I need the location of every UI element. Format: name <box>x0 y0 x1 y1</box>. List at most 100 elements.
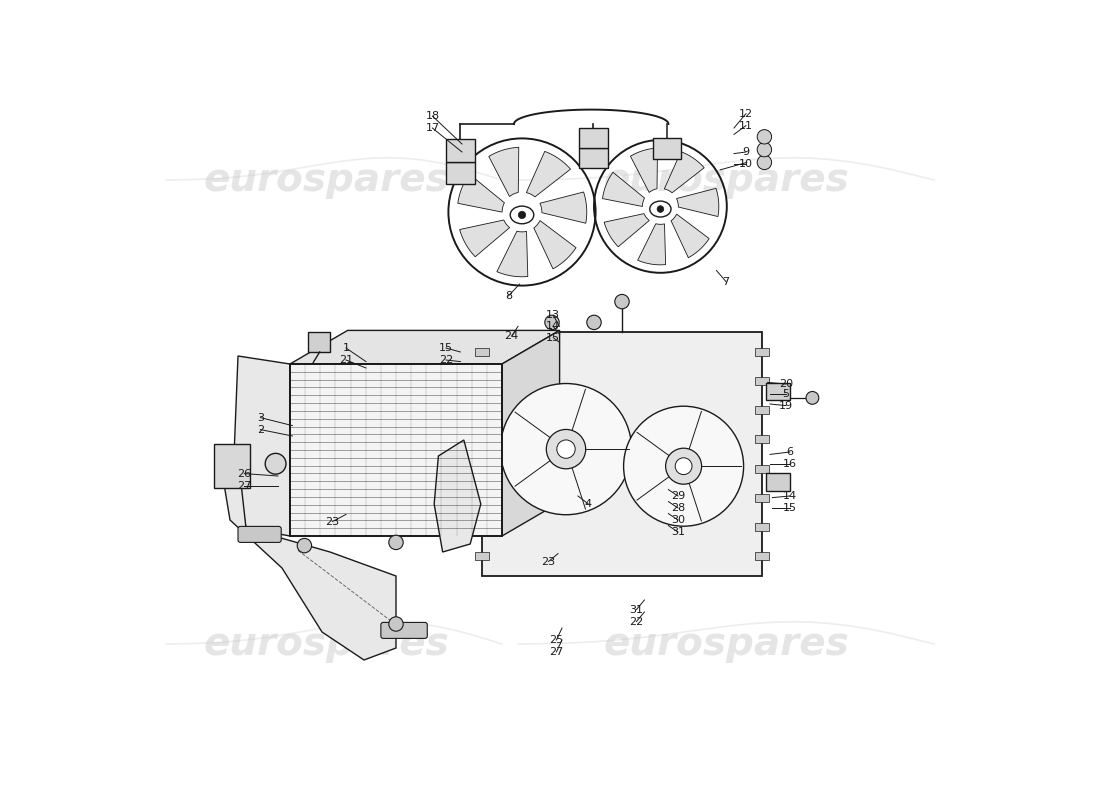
Bar <box>755 377 769 385</box>
Polygon shape <box>434 440 481 552</box>
Bar <box>446 162 475 184</box>
Text: 1: 1 <box>342 343 350 353</box>
Text: eurospares: eurospares <box>204 161 449 199</box>
Polygon shape <box>638 224 666 265</box>
Circle shape <box>544 315 559 330</box>
Bar <box>475 377 490 385</box>
Text: 6: 6 <box>786 447 793 457</box>
Text: 18: 18 <box>426 111 440 121</box>
Text: eurospares: eurospares <box>603 625 849 663</box>
Bar <box>475 406 490 414</box>
Text: 28: 28 <box>671 503 685 513</box>
Text: eurospares: eurospares <box>204 625 449 663</box>
Bar <box>290 364 502 536</box>
Circle shape <box>757 130 771 144</box>
Text: 30: 30 <box>671 515 685 525</box>
Circle shape <box>586 315 602 330</box>
Circle shape <box>388 535 404 550</box>
Text: 22: 22 <box>439 355 453 365</box>
Text: 23: 23 <box>541 557 556 566</box>
Bar <box>475 523 490 531</box>
Ellipse shape <box>510 206 534 224</box>
Text: 31: 31 <box>671 527 685 537</box>
Text: 15: 15 <box>439 343 453 353</box>
Circle shape <box>500 383 631 514</box>
Text: 9: 9 <box>742 147 749 157</box>
Bar <box>755 465 769 473</box>
Text: 26: 26 <box>238 469 252 478</box>
Polygon shape <box>234 356 290 536</box>
Polygon shape <box>603 172 645 206</box>
Bar <box>755 523 769 531</box>
Text: 3: 3 <box>257 413 264 422</box>
Text: 27: 27 <box>238 481 252 490</box>
Text: 24: 24 <box>505 331 519 341</box>
Text: 17: 17 <box>426 123 440 133</box>
Bar <box>475 494 490 502</box>
Bar <box>475 347 490 355</box>
Bar <box>308 332 330 352</box>
Bar <box>446 139 475 162</box>
Text: 19: 19 <box>779 401 793 410</box>
Text: 29: 29 <box>671 491 685 501</box>
Bar <box>766 382 790 400</box>
Circle shape <box>297 538 311 553</box>
Text: 16: 16 <box>783 459 798 469</box>
Text: eurospares: eurospares <box>603 161 849 199</box>
Polygon shape <box>671 214 710 258</box>
FancyBboxPatch shape <box>381 622 427 638</box>
Bar <box>766 473 790 490</box>
Polygon shape <box>222 456 396 660</box>
Text: 14: 14 <box>783 491 798 501</box>
Polygon shape <box>502 330 560 536</box>
Circle shape <box>547 430 585 469</box>
Text: 11: 11 <box>739 121 754 130</box>
Circle shape <box>657 206 663 212</box>
Polygon shape <box>630 148 658 193</box>
Bar <box>652 138 681 158</box>
Polygon shape <box>664 152 704 193</box>
Circle shape <box>624 406 744 526</box>
Ellipse shape <box>650 201 671 217</box>
Bar <box>579 148 607 168</box>
Text: 22: 22 <box>629 617 644 626</box>
Text: 4: 4 <box>585 499 592 509</box>
Bar <box>579 128 607 148</box>
Text: 25: 25 <box>549 635 563 645</box>
Text: 31: 31 <box>629 605 644 614</box>
Text: 12: 12 <box>739 109 754 118</box>
Bar <box>755 494 769 502</box>
Circle shape <box>518 211 526 218</box>
Polygon shape <box>460 220 509 257</box>
Bar <box>482 332 762 576</box>
Polygon shape <box>526 151 571 197</box>
Circle shape <box>757 155 771 170</box>
FancyBboxPatch shape <box>238 526 282 542</box>
Bar <box>475 553 490 561</box>
Circle shape <box>806 391 818 404</box>
Polygon shape <box>488 147 519 197</box>
Bar <box>475 435 490 443</box>
Circle shape <box>666 448 702 484</box>
Polygon shape <box>676 188 718 217</box>
Bar <box>755 406 769 414</box>
Bar <box>475 465 490 473</box>
Text: 10: 10 <box>739 159 754 169</box>
Circle shape <box>265 454 286 474</box>
Text: 15: 15 <box>783 503 798 513</box>
Bar <box>755 435 769 443</box>
Circle shape <box>675 458 692 474</box>
Text: 20: 20 <box>779 379 793 389</box>
Circle shape <box>388 617 404 631</box>
Circle shape <box>615 294 629 309</box>
Bar <box>214 444 250 488</box>
Bar <box>755 347 769 355</box>
Text: 7: 7 <box>723 277 729 286</box>
Text: 27: 27 <box>549 647 563 657</box>
Text: 21: 21 <box>339 355 353 365</box>
Circle shape <box>557 440 575 458</box>
Text: 15: 15 <box>547 333 560 342</box>
Text: 2: 2 <box>256 425 264 434</box>
Text: 14: 14 <box>546 322 560 331</box>
Polygon shape <box>540 192 586 223</box>
